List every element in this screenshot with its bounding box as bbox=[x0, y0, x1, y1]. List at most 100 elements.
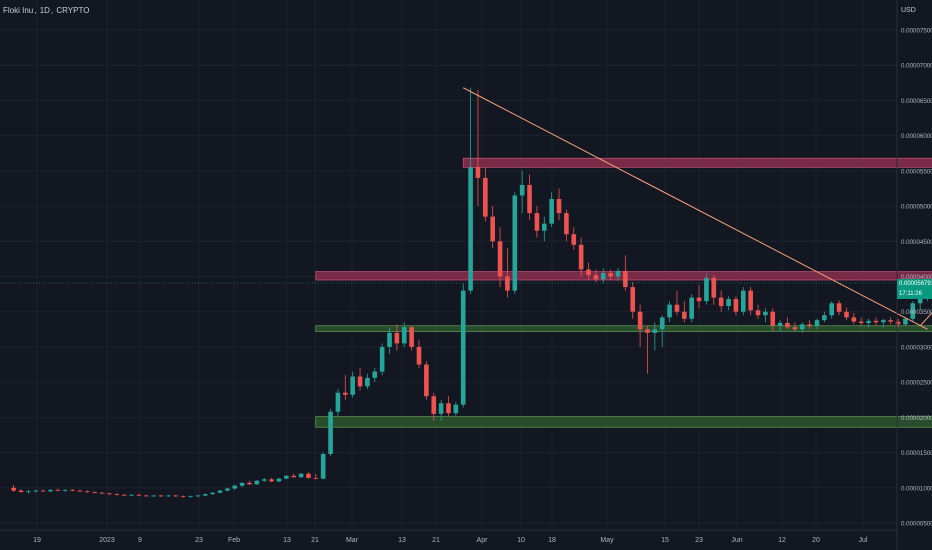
candle-body bbox=[475, 167, 481, 178]
y-tick-label: 0.0000100000 bbox=[901, 485, 932, 492]
candle-body bbox=[387, 332, 392, 347]
candle-body bbox=[645, 329, 650, 333]
candle-body bbox=[92, 492, 98, 493]
candle-body bbox=[343, 392, 348, 395]
candle-body bbox=[667, 304, 672, 318]
x-tick-label: 23 bbox=[695, 537, 703, 544]
candle-body bbox=[217, 490, 223, 493]
y-tick-label: 0.0000400000 bbox=[901, 274, 932, 281]
y-tick-label: 0.0000050000 bbox=[901, 521, 932, 528]
candle-body bbox=[195, 495, 201, 497]
axis-currency: USD bbox=[901, 7, 916, 14]
y-axis[interactable]: 0.0000750000 0.0000700000 0.0000650000 0.00… bbox=[896, 0, 932, 550]
resistance-zone bbox=[462, 157, 932, 168]
candle-body bbox=[70, 489, 75, 491]
candle-body bbox=[284, 475, 289, 479]
trendline bbox=[462, 87, 928, 330]
candle-body bbox=[578, 244, 584, 270]
candle-body bbox=[726, 299, 731, 307]
candle-body bbox=[740, 290, 746, 312]
candle-body bbox=[210, 492, 215, 495]
x-tick-label: 21 bbox=[311, 537, 319, 544]
candle-body bbox=[556, 199, 562, 214]
candle-body bbox=[136, 494, 142, 496]
candle-body bbox=[298, 473, 304, 478]
candle-body bbox=[549, 199, 554, 224]
x-tick-label: 2023 bbox=[99, 537, 115, 544]
candle-body bbox=[917, 297, 923, 304]
candle-body bbox=[460, 290, 466, 405]
y-tick-label: 0.0000650000 bbox=[901, 98, 932, 105]
candle-body bbox=[372, 371, 378, 378]
candle-body bbox=[409, 327, 414, 347]
y-tick-label: 0.0000700000 bbox=[901, 63, 932, 70]
symbol-name: Floki Inu bbox=[3, 6, 34, 15]
candle-body bbox=[623, 270, 628, 288]
candle-body bbox=[836, 303, 842, 312]
candle-body bbox=[527, 184, 532, 214]
candles-layer bbox=[11, 87, 930, 498]
chart-grid bbox=[0, 0, 897, 530]
candle-body bbox=[593, 275, 599, 280]
candle-body bbox=[696, 297, 702, 302]
y-tick-label: 0.0000200000 bbox=[901, 415, 932, 422]
candle-body bbox=[431, 396, 437, 414]
candle-body bbox=[291, 475, 297, 478]
candle-body bbox=[261, 479, 267, 481]
y-tick-label: 0.0000250000 bbox=[901, 380, 932, 387]
x-tick-label: 18 bbox=[548, 537, 556, 544]
candle-body bbox=[188, 496, 193, 498]
x-tick-label: 23 bbox=[195, 537, 203, 544]
candle-body bbox=[180, 496, 186, 498]
candle-body bbox=[630, 287, 636, 312]
candle-body bbox=[247, 482, 252, 485]
candle-body bbox=[483, 177, 488, 217]
candle-body bbox=[173, 495, 179, 497]
y-tick-label: 0.0000150000 bbox=[901, 450, 932, 457]
candle-body bbox=[11, 487, 16, 491]
candle-body bbox=[571, 234, 577, 245]
y-tick-label: 0.0000600000 bbox=[901, 133, 932, 140]
symbol-header[interactable]: Floki Inu, 1D, CRYPTO bbox=[3, 6, 90, 15]
candle-body bbox=[534, 213, 540, 231]
candle-body bbox=[350, 376, 355, 395]
candle-body bbox=[895, 321, 901, 325]
candle-body bbox=[239, 482, 245, 486]
candle-body bbox=[682, 311, 687, 319]
candle-body bbox=[335, 392, 341, 412]
x-tick-label: 9 bbox=[138, 537, 142, 544]
candle-body bbox=[202, 494, 208, 496]
candle-body bbox=[844, 311, 849, 318]
y-tick-label: 0.0000350000 bbox=[901, 309, 932, 316]
candle-body bbox=[254, 480, 260, 485]
zones-layer bbox=[315, 157, 932, 428]
x-tick-label: 13 bbox=[398, 537, 406, 544]
candle-body bbox=[401, 327, 407, 344]
candle-body bbox=[615, 270, 621, 277]
candle-body bbox=[637, 311, 643, 330]
candle-body bbox=[40, 490, 46, 492]
x-tick-label: 13 bbox=[283, 537, 291, 544]
candle-body bbox=[313, 477, 319, 479]
candle-body bbox=[512, 195, 518, 291]
candle-body bbox=[129, 494, 134, 496]
x-axis[interactable]: 19 2023 9 23 Feb 13 21 Mar 13 21 Apr 10 18 May 15 23 Jun… bbox=[0, 529, 897, 544]
candle-body bbox=[144, 495, 149, 497]
y-tick-label: 0.0000500000 bbox=[901, 204, 932, 211]
candle-body bbox=[792, 327, 798, 330]
candle-body bbox=[424, 364, 429, 397]
candle-body bbox=[276, 478, 282, 482]
trendlines-layer bbox=[462, 87, 932, 330]
candle-body bbox=[873, 320, 879, 323]
candle-body bbox=[659, 317, 665, 330]
candle-body bbox=[704, 277, 709, 302]
support-zone bbox=[315, 416, 932, 428]
candle-body bbox=[269, 479, 274, 482]
candle-body bbox=[107, 493, 112, 495]
candle-body bbox=[468, 167, 473, 291]
y-tick-label: 0.0000300000 bbox=[901, 344, 932, 351]
candle-body bbox=[799, 324, 805, 330]
candle-body bbox=[328, 411, 333, 454]
candle-body bbox=[158, 495, 164, 497]
